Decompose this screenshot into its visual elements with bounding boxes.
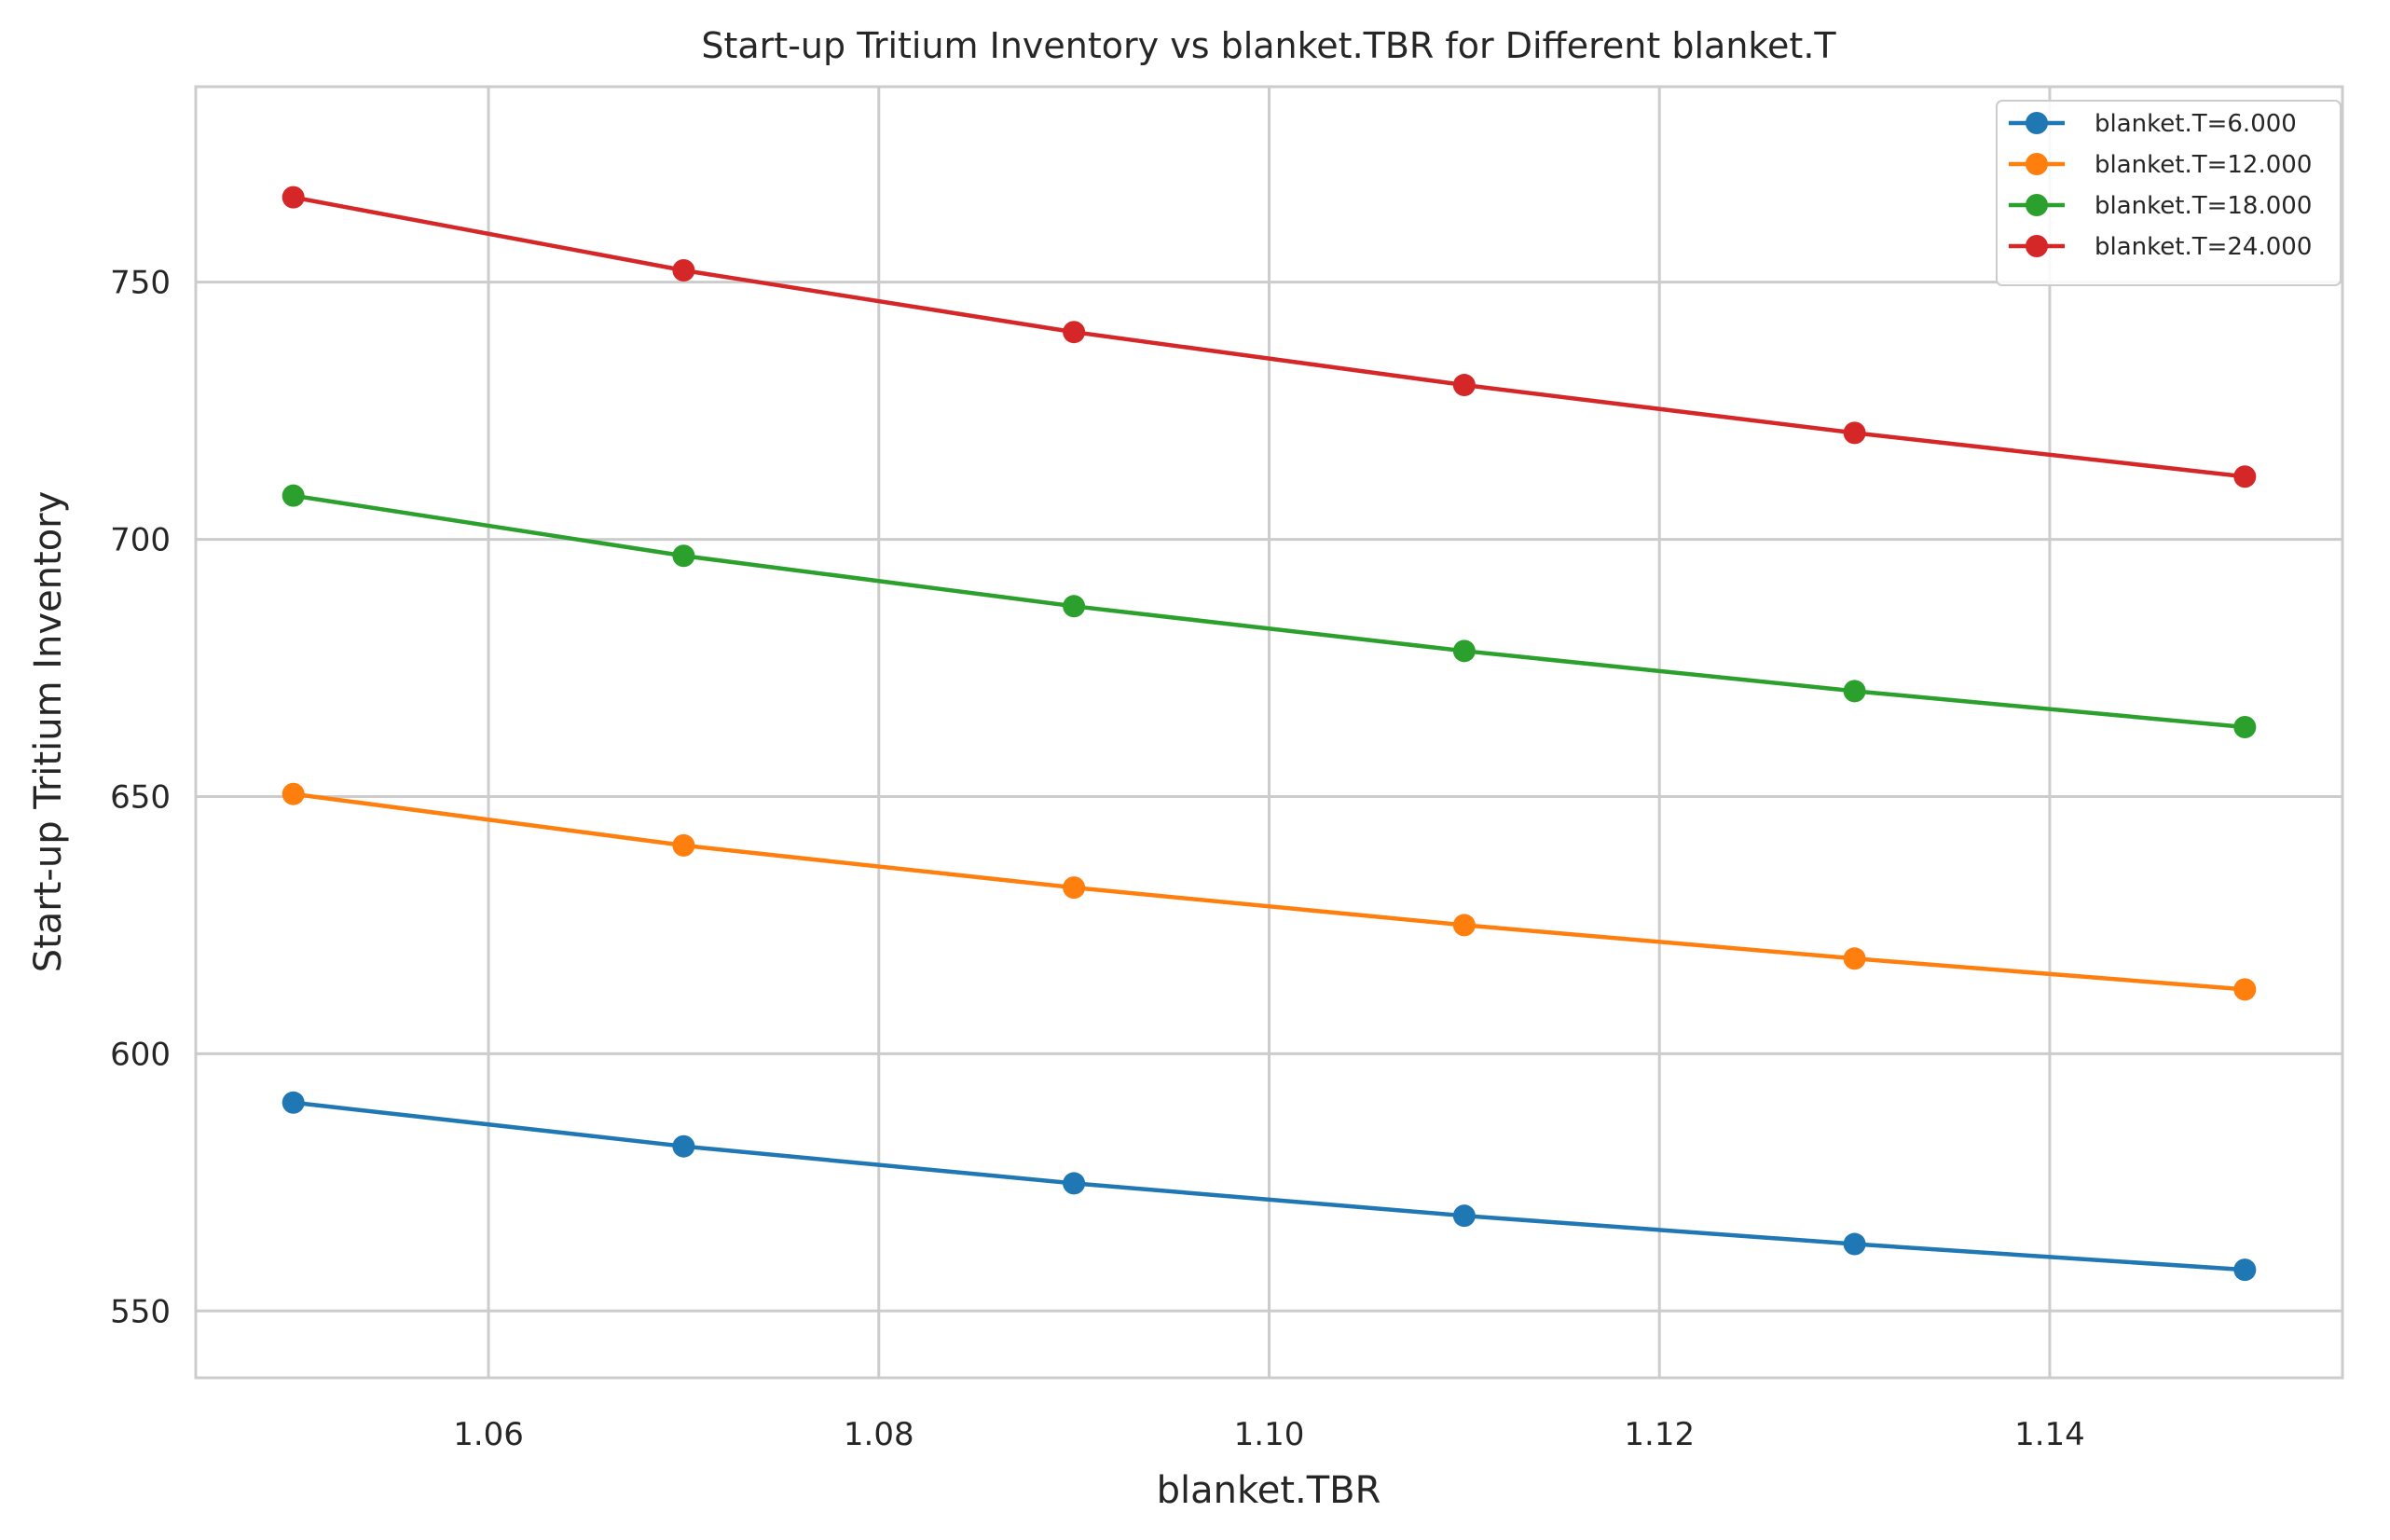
data-point (672, 833, 695, 857)
x-tick-label: 1.08 (844, 1416, 914, 1453)
series-2 (282, 782, 2257, 1001)
data-point (1843, 421, 1866, 445)
legend-label: blanket.T=6.000 (2095, 110, 2297, 138)
data-point (2233, 715, 2257, 738)
legend-marker-swatch (2026, 194, 2048, 216)
legend-label: blanket.T=24.000 (2095, 233, 2312, 261)
x-tick-labels: 1.06 1.08 1.10 1.12 1.14 (453, 1416, 2085, 1453)
x-tick-label: 1.10 (1234, 1416, 1305, 1453)
series-3 (282, 484, 2257, 738)
legend-item: blanket.T=6.000 (2009, 110, 2297, 138)
data-point (282, 782, 305, 805)
series-4 (282, 186, 2257, 488)
x-axis-label: blanket.TBR (1157, 1469, 1381, 1512)
x-tick-label: 1.12 (1624, 1416, 1695, 1453)
series-line (291, 493, 2247, 730)
data-point (2233, 978, 2257, 1001)
plot-frame (194, 85, 2344, 1380)
legend-item: blanket.T=24.000 (2009, 233, 2312, 261)
y-tick-label: 750 (110, 265, 171, 302)
grid-lines (196, 87, 2342, 1378)
legend-marker-swatch (2026, 153, 2048, 175)
data-point (1843, 1232, 1866, 1256)
data-point (2233, 1258, 2257, 1282)
series-1 (282, 1091, 2257, 1282)
chart-title: Start-up Tritium Inventory vs blanket.TB… (701, 25, 1836, 66)
data-point (1063, 876, 1086, 900)
legend-frame (1996, 100, 2342, 286)
series-layer (282, 186, 2257, 1282)
data-point (1063, 321, 1086, 344)
data-point (1452, 1204, 1476, 1228)
data-point (672, 544, 695, 568)
y-axis-label: Start-up Tritium Inventory (27, 491, 70, 973)
legend-label: blanket.T=18.000 (2095, 192, 2312, 220)
y-tick-label: 700 (110, 522, 171, 559)
data-point (672, 1134, 695, 1158)
data-point (2233, 465, 2257, 488)
series-line (291, 195, 2247, 479)
data-point (1452, 914, 1476, 937)
legend-marker-swatch (2026, 112, 2048, 134)
x-tick-label: 1.14 (2014, 1416, 2085, 1453)
data-point (1452, 374, 1476, 397)
data-point (282, 484, 305, 507)
y-tick-label: 550 (110, 1293, 171, 1330)
y-tick-labels: 550 600 650 700 750 (110, 265, 171, 1331)
data-point (1452, 639, 1476, 663)
data-point (282, 1091, 305, 1114)
data-point (1063, 595, 1086, 618)
data-point (672, 258, 695, 282)
x-tick-label: 1.06 (453, 1416, 524, 1453)
legend-item: blanket.T=18.000 (2009, 192, 2312, 220)
legend-marker-swatch (2026, 235, 2048, 257)
series-line (291, 1100, 2247, 1272)
y-tick-label: 650 (110, 778, 171, 816)
data-point (1843, 680, 1866, 703)
series-line (291, 791, 2247, 992)
y-tick-label: 600 (110, 1036, 171, 1073)
legend: blanket.T=6.000 blanket.T=12.000 blanket.T… (1996, 100, 2342, 286)
data-point (1843, 947, 1866, 970)
legend-label: blanket.T=12.000 (2095, 151, 2312, 179)
data-point (282, 186, 305, 209)
data-point (1063, 1172, 1086, 1195)
legend-item: blanket.T=12.000 (2009, 151, 2312, 179)
